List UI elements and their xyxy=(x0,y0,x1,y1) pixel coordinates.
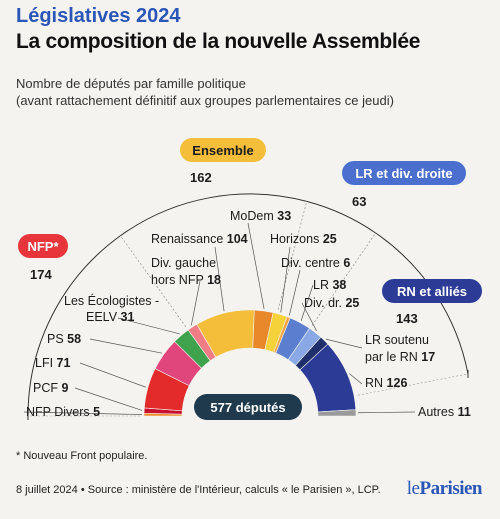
leader-line xyxy=(349,373,363,385)
group-nfp-pill xyxy=(18,234,68,258)
group-ensemble-label: Ensemble xyxy=(192,143,253,158)
group-lr-pill xyxy=(342,161,466,185)
leader-line xyxy=(300,284,314,321)
leader-line xyxy=(325,338,363,349)
group-nfp: NFP* 174 xyxy=(18,234,68,282)
leader-line xyxy=(23,411,143,415)
group-arc xyxy=(120,193,307,237)
group-rn-label: RN et alliés xyxy=(397,284,467,299)
label-horizons: Horizons 25 xyxy=(270,232,337,246)
label-div-centre: Div. centre 6 xyxy=(281,256,350,270)
hemicycle-slices xyxy=(143,309,357,417)
group-nfp-label: NFP* xyxy=(27,239,59,254)
group-ensemble-value: 162 xyxy=(190,170,212,185)
label-rn: RN 126 xyxy=(365,376,407,390)
group-separator xyxy=(277,201,308,310)
label-nfp-divers: NFP Divers 5 xyxy=(26,405,100,419)
group-lr: LR et div. droite 63 xyxy=(342,161,466,209)
group-bracket-arcs xyxy=(27,193,469,420)
label-eelv-line1: Les Écologistes - xyxy=(64,293,159,308)
label-lfi: LFI 71 xyxy=(35,356,70,370)
label-ps: PS 58 xyxy=(47,332,81,346)
label-div-dr: Div. dr. 25 xyxy=(304,296,359,310)
total-badge-pill xyxy=(194,394,302,420)
label-lrrn-line1: LR soutenu xyxy=(365,333,429,347)
slice-autres xyxy=(317,409,357,417)
label-eelv-line2: EELV 31 xyxy=(86,310,134,324)
group-rn-value: 143 xyxy=(396,311,418,326)
group-lr-value: 63 xyxy=(352,194,366,209)
leader-line xyxy=(117,317,180,335)
label-lrrn-line2: par le RN 17 xyxy=(365,350,435,364)
leader-lines xyxy=(23,222,416,415)
label-lr: LR 38 xyxy=(313,278,346,292)
label-modem: MoDem 33 xyxy=(230,209,291,223)
group-lr-label: LR et div. droite xyxy=(355,166,452,181)
group-ensemble-pill xyxy=(180,138,266,162)
group-nfp-value: 174 xyxy=(30,267,52,282)
total-badge: 577 députés xyxy=(194,394,302,420)
leader-line xyxy=(74,387,143,411)
group-rn: RN et alliés 143 xyxy=(382,279,482,326)
subtitle-line-2: (avant rattachement définitif aux groupe… xyxy=(16,93,394,108)
label-pcf: PCF 9 xyxy=(33,381,68,395)
leader-line xyxy=(214,246,225,312)
group-rn-pill xyxy=(382,279,482,303)
group-separator xyxy=(312,232,376,326)
leader-line xyxy=(247,222,265,309)
group-arc xyxy=(306,200,376,234)
group-arc xyxy=(27,235,121,417)
leader-line xyxy=(190,280,201,326)
group-separator xyxy=(357,373,469,396)
subtitle-line-1: Nombre de députés par famille politique xyxy=(16,76,246,91)
page-title: La composition de la nouvelle Assemblée xyxy=(16,30,421,53)
le-parisien-logo: leParisien xyxy=(406,478,483,499)
footnote: * Nouveau Front populaire. xyxy=(16,450,148,462)
leader-line xyxy=(301,302,317,332)
label-divg-line1: Div. gauche xyxy=(151,256,216,270)
leader-line xyxy=(89,338,163,354)
total-badge-label: 577 députés xyxy=(210,400,285,415)
label-divg-line2: hors NFP 18 xyxy=(151,273,221,287)
label-renaissance: Renaissance 104 xyxy=(151,232,248,246)
group-ensemble: Ensemble 162 xyxy=(180,138,266,185)
label-autres: Autres 11 xyxy=(418,405,471,419)
leader-line xyxy=(280,246,291,313)
kicker: Législatives 2024 xyxy=(16,5,181,27)
source-line: 8 juillet 2024 • Source : ministère de l… xyxy=(16,484,381,496)
group-separator xyxy=(120,235,187,327)
leader-line xyxy=(357,411,416,414)
leader-line xyxy=(289,269,301,316)
leader-line xyxy=(79,362,147,388)
